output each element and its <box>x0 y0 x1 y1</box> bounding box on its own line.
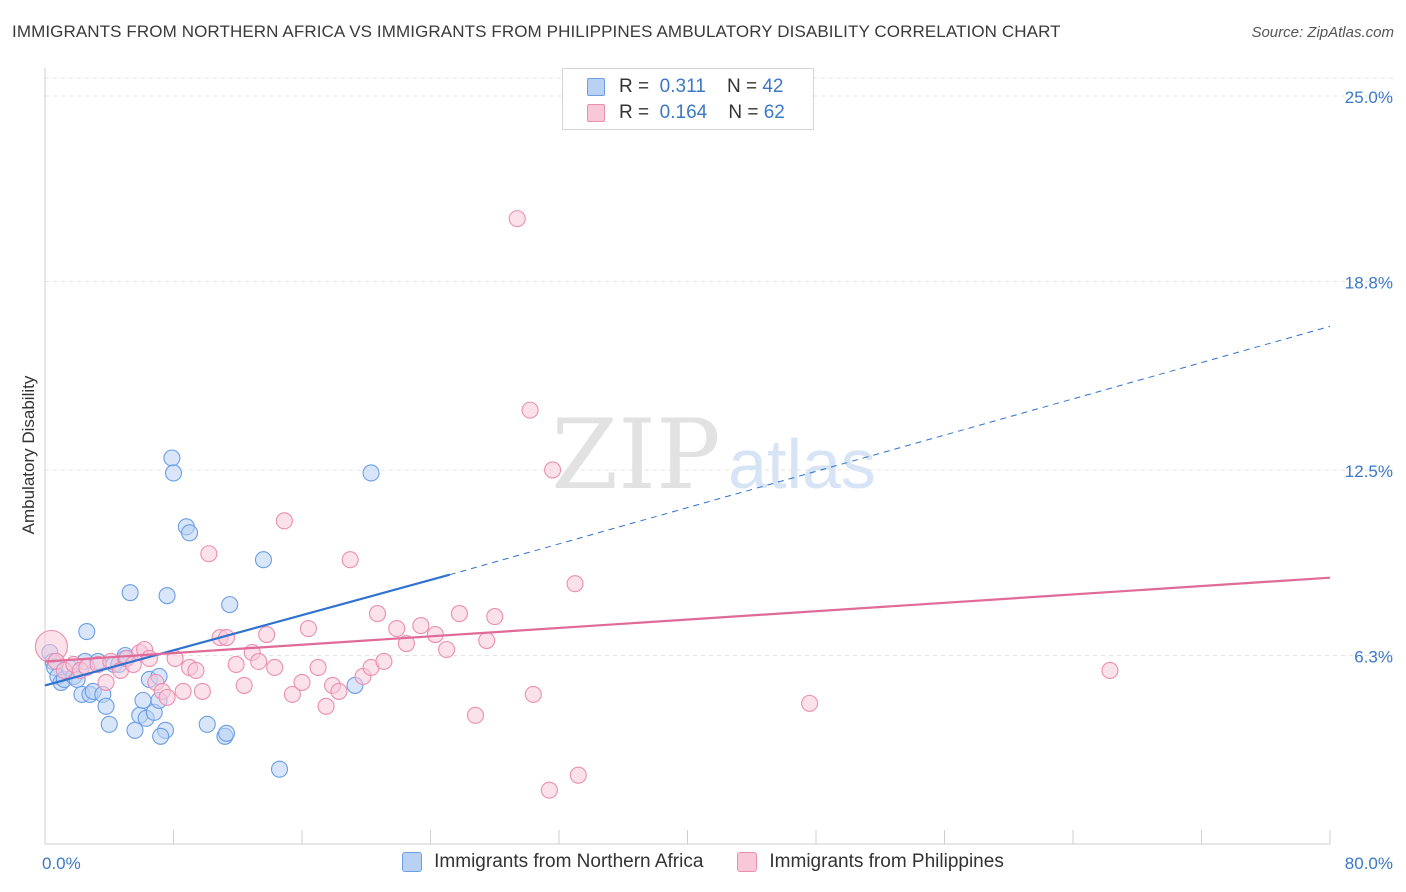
data-points <box>34 210 1119 799</box>
legend-r-label: R = <box>619 102 650 123</box>
series-legend: Immigrants from Northern Africa Immigran… <box>0 851 1406 873</box>
y-tick-label: 6.3% <box>1354 647 1393 666</box>
grid-lines <box>45 77 1393 656</box>
pink-point <box>317 697 335 715</box>
blue-point <box>163 449 181 467</box>
watermark-zip: ZIP <box>551 399 720 511</box>
y-tick-label: 25.0% <box>1345 88 1393 107</box>
legend-n-value: 42 <box>762 76 784 97</box>
pink-point <box>426 625 444 644</box>
blue-point <box>121 584 139 602</box>
legend-r-value: 0.311 <box>659 76 706 97</box>
trend-lines <box>44 325 1331 687</box>
pink-point <box>258 625 276 644</box>
legend-n-label: N = <box>728 102 759 123</box>
pink-point <box>524 685 542 703</box>
pink-point <box>266 658 284 677</box>
pink-point <box>388 620 406 638</box>
pink-point <box>200 545 218 563</box>
pink-point <box>97 673 115 691</box>
pink-point <box>397 634 415 653</box>
pink-point <box>478 631 496 650</box>
pink-point <box>540 781 558 799</box>
legend-r-value: 0.164 <box>659 102 708 123</box>
x-tick-label-max: 80.0% <box>1345 854 1393 873</box>
trend-line-blue-projection <box>449 325 1331 576</box>
watermark: ZIP atlas <box>551 399 876 511</box>
pink-point <box>508 210 526 228</box>
pink-point <box>801 694 819 712</box>
chart-title: IMMIGRANTS FROM NORTHERN AFRICA VS IMMIG… <box>12 22 1061 41</box>
pink-point <box>187 661 205 679</box>
pink-point <box>1101 661 1119 679</box>
pink-point <box>521 401 539 419</box>
blue-point <box>152 727 170 745</box>
legend-r-label: R = <box>619 76 650 97</box>
pink-point <box>341 551 359 569</box>
y-tick-label: 12.5% <box>1345 462 1393 481</box>
blue-point <box>221 596 239 614</box>
blue-point <box>164 464 183 482</box>
blue-point <box>100 715 118 733</box>
legend-row-philippines: R = 0.164 N = 62 <box>587 101 785 125</box>
pink-point <box>275 512 293 530</box>
axes <box>44 68 1331 845</box>
pink-point <box>450 605 468 623</box>
legend-row-northern-africa: R = 0.311 N = 42 <box>587 75 783 99</box>
blue-point <box>362 464 380 482</box>
pink-point <box>227 655 245 674</box>
pink-point <box>235 676 253 694</box>
x-tick-label-min: 0.0% <box>42 854 81 873</box>
trend-line-blue <box>44 573 451 687</box>
pink-point <box>299 620 317 638</box>
legend-swatch-pink <box>737 852 758 872</box>
pink-point <box>158 688 176 706</box>
blue-point <box>270 760 289 778</box>
y-tick-label: 18.8% <box>1345 273 1393 292</box>
blue-point <box>198 715 216 733</box>
legend-item-philippines: Immigrants from Philippines <box>737 851 1004 873</box>
pink-point <box>544 461 562 479</box>
pink-point <box>486 608 504 626</box>
y-axis-label: Ambulatory Disability <box>19 375 38 534</box>
pink-point <box>412 617 430 635</box>
watermark-atlas: atlas <box>728 425 876 503</box>
pink-point <box>250 652 268 671</box>
legend-n-label: N = <box>726 76 758 97</box>
blue-point <box>97 697 115 715</box>
pink-point <box>309 658 327 677</box>
pink-point <box>566 575 584 593</box>
pink-point <box>174 682 192 700</box>
trend-line-pink <box>44 576 1331 663</box>
blue-point <box>158 587 176 605</box>
legend-item-northern-africa: Immigrants from Northern Africa <box>402 851 703 873</box>
pink-point <box>330 682 348 700</box>
pink-point <box>368 605 387 623</box>
pink-point <box>375 652 393 671</box>
pink-point <box>293 673 311 691</box>
blue-point <box>217 724 236 742</box>
blue-point <box>181 524 199 542</box>
legend-n-value: 62 <box>763 102 785 123</box>
pink-point <box>569 766 587 784</box>
pink-point <box>466 706 485 724</box>
legend-label-philippines: Immigrants from Philippines <box>769 851 1004 872</box>
pink-point <box>193 682 211 700</box>
pink-point <box>438 640 456 659</box>
blue-point <box>78 623 96 641</box>
pink-point <box>283 685 301 703</box>
correlation-legend: R = 0.311 N = 42 R = 0.164 N = 62 <box>562 68 814 130</box>
legend-swatch-pink <box>587 104 605 122</box>
blue-point <box>254 551 273 569</box>
legend-label-northern-africa: Immigrants from Northern Africa <box>434 851 704 872</box>
legend-swatch-blue <box>402 852 423 872</box>
legend-swatch-blue <box>587 78 605 96</box>
y-tick-labels: 6.3% 12.5% 18.8% 25.0% <box>1345 88 1393 667</box>
source-label: Source: ZipAtlas.com <box>1251 24 1394 41</box>
